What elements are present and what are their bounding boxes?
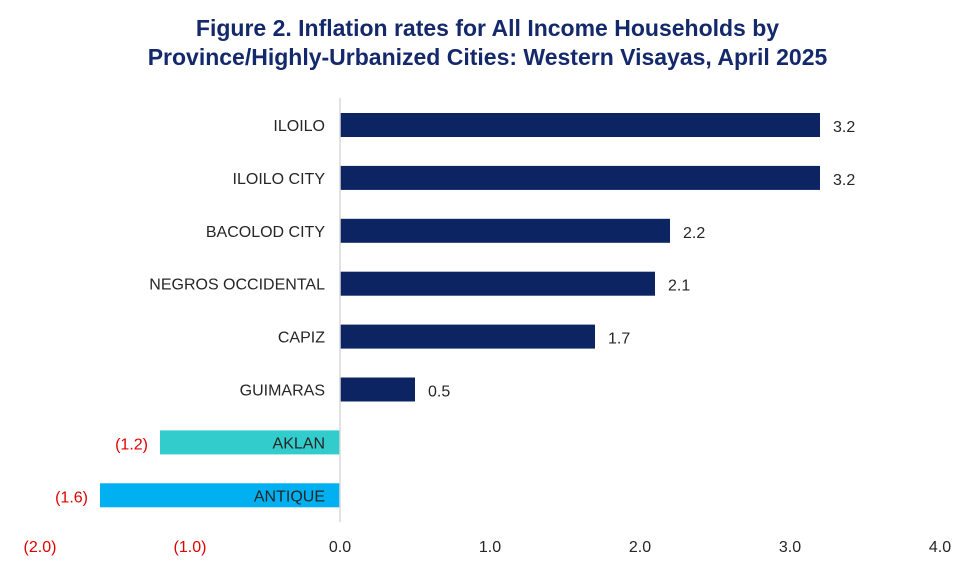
category-label: CAPIZ — [278, 330, 325, 347]
bar-aklan — [160, 430, 340, 455]
bar-iloilo — [340, 113, 820, 137]
bar-antique — [100, 483, 340, 508]
x-tick-label: 3.0 — [779, 539, 801, 556]
data-label: 3.2 — [833, 119, 855, 136]
chart-title: Figure 2. Inflation rates for All Income… — [0, 14, 975, 72]
x-tick-label: 1.0 — [479, 539, 501, 556]
bar-capiz — [340, 324, 595, 349]
category-label: ILOILO — [273, 118, 325, 135]
bar-iloilo-city — [340, 165, 820, 190]
x-axis-tick-labels-group: (2.0) (1.0) 0.0 1.0 2.0 3.0 4.0 — [24, 539, 952, 556]
x-tick-label: 4.0 — [929, 539, 951, 556]
x-tick-label: 2.0 — [629, 539, 651, 556]
data-label: 1.7 — [608, 331, 630, 348]
data-label: (1.2) — [115, 436, 148, 453]
category-labels-group: ILOILO ILOILO CITY BACOLOD CITY NEGROS OCCI… — [149, 118, 325, 505]
category-label: ILOILO CITY — [233, 171, 326, 188]
bar-bacolod-city — [340, 218, 670, 243]
data-label: (1.6) — [55, 489, 88, 506]
category-label: BACOLOD CITY — [206, 224, 325, 241]
x-tick-label: 0.0 — [329, 539, 351, 556]
x-tick-label: (2.0) — [24, 539, 57, 556]
value-labels-group: 3.2 3.2 2.2 2.1 1.7 0.5 (1.2) (1.6) — [55, 119, 855, 506]
bar-negros-occidental — [340, 271, 655, 296]
data-label: 2.2 — [683, 225, 705, 242]
bars-group — [100, 113, 820, 508]
chart-title-line-2: Province/Highly-Urbanized Cities: Wester… — [147, 44, 828, 70]
x-tick-label: (1.0) — [174, 539, 207, 556]
bar-guimaras — [340, 377, 415, 402]
category-label: ANTIQUE — [254, 488, 325, 505]
data-label: 2.1 — [668, 278, 690, 295]
category-label: AKLAN — [273, 435, 325, 452]
category-label: GUIMARAS — [240, 383, 325, 400]
data-label: 3.2 — [833, 172, 855, 189]
chart-title-line-1: Figure 2. Inflation rates for All Income… — [195, 15, 780, 41]
data-label: 0.5 — [428, 384, 450, 401]
category-label: NEGROS OCCIDENTAL — [149, 277, 325, 294]
